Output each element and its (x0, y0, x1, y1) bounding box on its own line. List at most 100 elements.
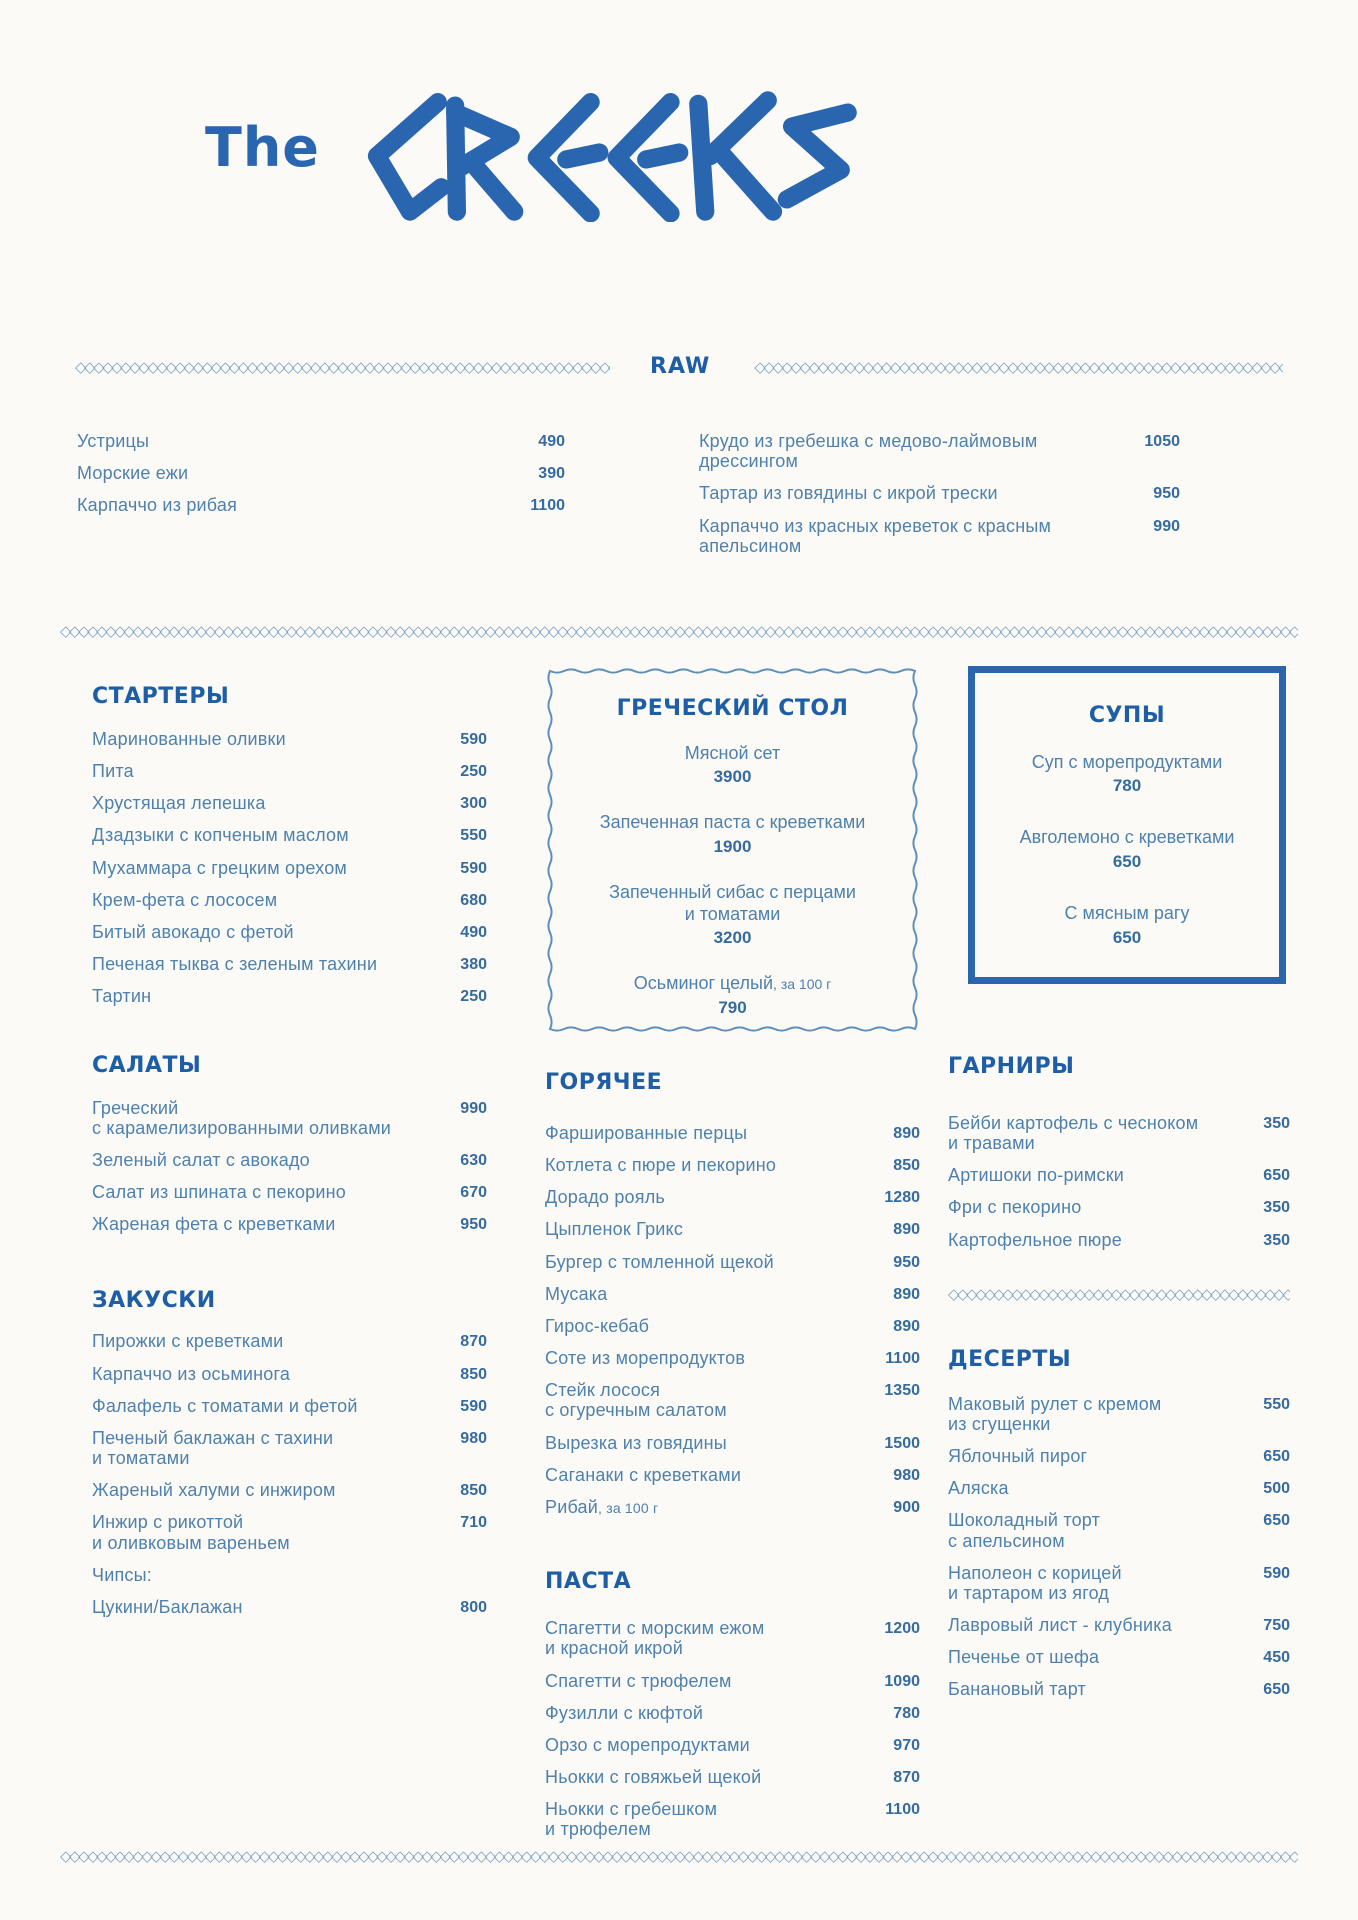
item-price: 650 (1112, 927, 1142, 947)
menu-item: Мясной сет 3900 (563, 743, 902, 788)
item-price: 670 (460, 1184, 487, 1201)
item-price: 800 (460, 1598, 487, 1616)
item-price: 870 (460, 1333, 487, 1351)
item-name: Битый авокадо с фетой (92, 921, 294, 942)
item-name: Маринованные оливки (92, 728, 286, 749)
item-price: 950 (460, 1216, 487, 1234)
section-desserts: ДЕСЕРТЫ Маковый рулет с кремом из сгущен… (948, 1347, 1290, 1700)
menu-item: Пирожки с креветками 870 (92, 1331, 487, 1351)
item-name: Орзо с морепродуктами (545, 1734, 750, 1755)
item-price: 650 (1112, 852, 1142, 871)
section-snacks: ЗАКУСКИ Пирожки с креветками 870 Карпаччо … (92, 1288, 487, 1617)
menu-item: Стейк лосося с огуречным салатом 1350 (545, 1380, 920, 1420)
menu-item: Жареный халуми с инжиром 850 (92, 1480, 487, 1500)
menu-item: Соте из морепродуктов 1100 (545, 1348, 920, 1368)
column-left: СТАРТЕРЫ Маринованные оливки 590 Пита 250 Хр… (92, 666, 545, 1852)
menu-item: Крудо из гребешка с медово-лаймовым дрес… (699, 431, 1180, 471)
item-name: Авголемоно с креветками (1019, 827, 1235, 848)
item-name: Морские ежи (77, 463, 189, 484)
section-title: ГРЕЧЕСКИЙ СТОЛ (616, 695, 849, 721)
item-name: Зеленый салат с авокадо (92, 1149, 310, 1170)
item-price: 990 (1153, 517, 1180, 535)
menu-item: Фузилли с кюфтой 780 (545, 1703, 920, 1723)
item-note: , за 100 г (773, 976, 832, 993)
section-title: ПАСТА (545, 1569, 632, 1595)
section-starters: СТАРТЕРЫ Маринованные оливки 590 Пита 250 Хр… (92, 666, 487, 1007)
section-title: ГОРЯЧЕЕ (545, 1069, 663, 1095)
section-title: ЗАКУСКИ (92, 1288, 216, 1314)
item-name: Греческий с карамелизированными оливками (92, 1097, 392, 1138)
menu-item: Гирос-кебаб 890 (545, 1316, 920, 1336)
item-price: 650 (1263, 1167, 1290, 1185)
item-name: Рибай, за 100 г (545, 1497, 659, 1517)
item-name: Осьминог целый, за 100 г (633, 973, 832, 994)
item-name: Фри с пекорино (948, 1197, 1082, 1218)
item-price: 250 (460, 763, 487, 780)
menu-item: Мусака 890 (545, 1284, 920, 1304)
item-name: Артишоки по-римски (948, 1165, 1125, 1186)
item-price: 1090 (884, 1672, 920, 1690)
item-name: Тартин (92, 986, 152, 1007)
item-name: Печеная тыква с зеленым тахини (92, 954, 378, 975)
item-price: 1350 (884, 1382, 920, 1400)
item-price: 710 (460, 1514, 487, 1532)
item-name: Маковый рулет с кремом из сгущенки (948, 1393, 1162, 1434)
menu-item: Печеная тыква с зеленым тахини 380 (92, 954, 487, 974)
item-name: Стейк лосося с огуречным салатом (545, 1380, 727, 1421)
item-name: Мухаммара с грецким орехом (92, 857, 348, 878)
item-price: 250 (460, 988, 487, 1006)
diamond-divider: ◇◇◇◇◇◇◇◇◇◇◇◇◇◇◇◇◇◇◇◇◇◇◇◇◇◇◇◇◇◇◇◇◇◇◇◇◇◇◇◇… (754, 358, 1283, 375)
column-middle: ГРЕЧЕСКИЙ СТОЛ Мясной сет 3900 Запеченная … (545, 666, 948, 1852)
menu-item: Котлета с пюре и пекорино 850 (545, 1155, 920, 1175)
item-name: Пирожки с креветками (92, 1331, 284, 1352)
menu-item: Яблочный пирог 650 (948, 1446, 1290, 1466)
item-name: Устрицы (77, 431, 150, 451)
menu-item: Шоколадный торт с апельсином 650 (948, 1510, 1290, 1550)
item-price: 590 (460, 859, 487, 877)
item-price: 550 (1263, 1395, 1290, 1413)
item-name: Цукини/Баклажан (92, 1596, 243, 1617)
item-price: 850 (460, 1482, 487, 1500)
item-price: 890 (893, 1285, 920, 1303)
raw-items: Устрицы 490 Морские ежи 390 Карпаччо из риба… (77, 431, 1358, 568)
menu-item: Фаршированные перцы 890 (545, 1123, 920, 1143)
item-name: Гирос-кебаб (545, 1315, 650, 1336)
item-name: Запеченный сибас с перцами и томатами (609, 882, 856, 924)
menu-item: Хрустящая лепешка 300 (92, 793, 487, 813)
item-name: Мясной сет (684, 742, 781, 763)
menu-item: Жареная фета с креветками 950 (92, 1214, 487, 1234)
item-name: Бейби картофель с чесноком и травами (948, 1112, 1199, 1153)
menu-columns: СТАРТЕРЫ Маринованные оливки 590 Пита 250 Хр… (92, 665, 1358, 1852)
item-price: 780 (893, 1704, 920, 1722)
diamond-divider: ◇◇◇◇◇◇◇◇◇◇◇◇◇◇◇◇◇◇◇◇◇◇◇◇◇◇◇◇◇◇◇◇◇◇◇◇◇◇◇◇… (75, 358, 610, 375)
item-price: 1100 (885, 1801, 920, 1819)
item-name: Соте из морепродуктов (545, 1348, 746, 1369)
item-price: 870 (893, 1769, 920, 1787)
item-name: Фаршированные перцы (545, 1122, 748, 1143)
item-price: 650 (1263, 1512, 1290, 1530)
item-price: 350 (1263, 1114, 1290, 1132)
item-price: 900 (893, 1499, 920, 1516)
item-name: Жареная фета с креветками (92, 1214, 336, 1235)
item-price: 1100 (530, 497, 565, 515)
menu-item: Карпаччо из осьминога 850 (92, 1364, 487, 1384)
item-name: Печенье от шефа (948, 1647, 1100, 1668)
item-name: Хрустящая лепешка (92, 793, 266, 814)
menu-item: Печенье от шефа 450 (948, 1647, 1290, 1667)
menu-item: Бейби картофель с чесноком и травами 350 (948, 1113, 1290, 1153)
item-name: Печеный баклажан с тахини и томатами (92, 1427, 334, 1469)
item-name: Запеченная паста с креветками (599, 812, 866, 833)
menu-item: Инжир с рикоттой и оливковым вареньем 710 (92, 1512, 487, 1552)
menu-item: Запеченная паста с креветками 1900 (563, 812, 902, 857)
item-name: Фузилли с кюфтой (545, 1702, 704, 1723)
menu-item: Салат из шпината с пекорино 670 (92, 1182, 487, 1202)
item-price: 1100 (885, 1350, 920, 1368)
item-price: 450 (1263, 1649, 1290, 1667)
item-price: 500 (1263, 1480, 1290, 1498)
item-price: 3900 (713, 767, 752, 787)
item-name: Котлета с пюре и пекорино (545, 1155, 777, 1175)
item-name: Крудо из гребешка с медово-лаймовым дрес… (699, 431, 1038, 472)
diamond-divider: ◇◇◇◇◇◇◇◇◇◇◇◇◇◇◇◇◇◇◇◇◇◇◇◇◇◇◇◇◇◇◇◇◇◇◇◇◇◇◇◇… (948, 1285, 1290, 1302)
menu-item: Чипсы: (92, 1565, 487, 1585)
item-price: 1280 (884, 1189, 920, 1207)
